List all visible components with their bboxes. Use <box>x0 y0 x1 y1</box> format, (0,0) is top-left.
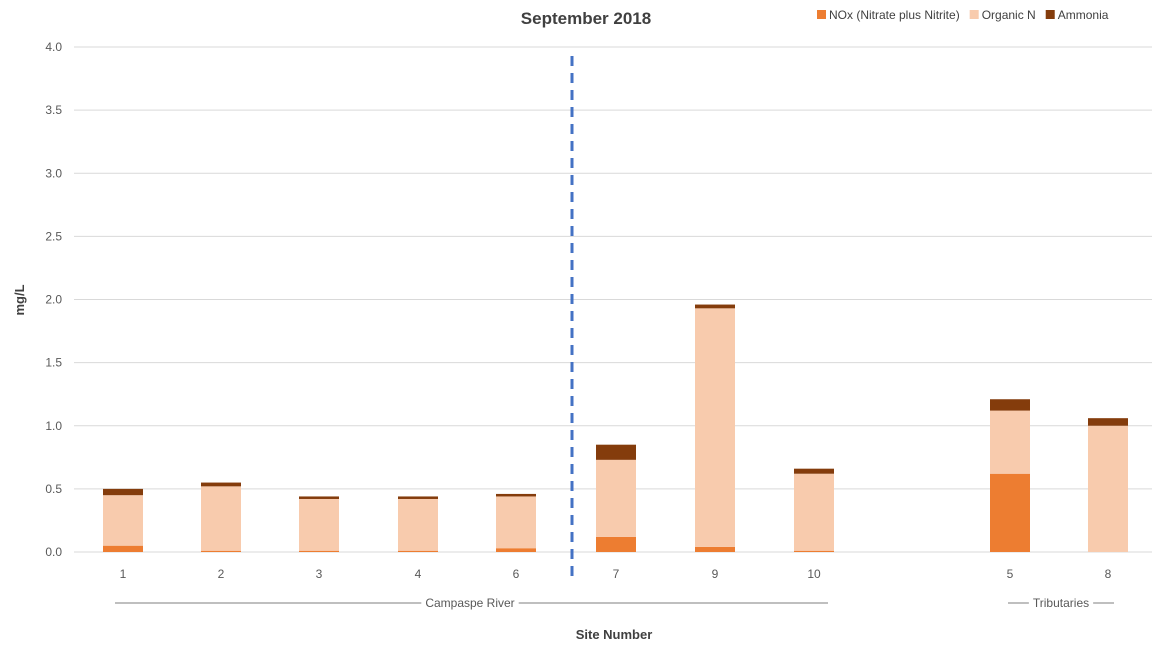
legend-swatch <box>969 10 979 19</box>
bar-segment <box>496 548 536 552</box>
x-tick-label: 9 <box>712 567 719 581</box>
x-axis-title: Site Number <box>576 627 653 642</box>
x-tick-label: 7 <box>613 567 620 581</box>
bars <box>103 304 1128 552</box>
bar-segment <box>596 536 636 552</box>
bar-segment <box>103 545 143 552</box>
y-tick-label: 3.5 <box>45 103 62 117</box>
legend: NOx (Nitrate plus Nitrite) Organic N Ammon… <box>817 8 1109 22</box>
bar-segment <box>299 550 339 552</box>
y-tick-label: 1.0 <box>45 419 62 433</box>
bar-segment <box>695 308 735 547</box>
legend-label: Ammonia <box>1058 8 1109 22</box>
y-axis-title: mg/L <box>12 284 27 315</box>
x-tick-label: 2 <box>218 567 225 581</box>
x-tick-label: 5 <box>1007 567 1014 581</box>
bar-segment <box>103 495 143 546</box>
bar-segment <box>496 493 536 497</box>
bar-segment <box>299 498 339 551</box>
bar-segment <box>794 473 834 551</box>
x-tick-label: 1 <box>120 567 127 581</box>
bar-segment <box>201 486 241 551</box>
bar-segment <box>990 399 1030 411</box>
bar-segment <box>201 482 241 487</box>
bar-segment <box>1088 418 1128 426</box>
bar-segment <box>398 550 438 552</box>
y-tick-label: 2.0 <box>45 293 62 307</box>
y-axis-ticks: 0.0 0.5 1.0 1.5 2.0 2.5 3.0 3.5 4.0 <box>45 40 62 559</box>
bar-segment <box>201 550 241 552</box>
group-labels: Campaspe River Tributaries <box>115 596 1114 610</box>
y-tick-label: 1.5 <box>45 356 62 370</box>
y-tick-label: 2.5 <box>45 229 62 243</box>
x-tick-label: 10 <box>807 567 821 581</box>
bar-segment <box>1088 425 1128 552</box>
legend-label: NOx (Nitrate plus Nitrite) <box>829 8 960 22</box>
group-label: Tributaries <box>1033 596 1089 610</box>
legend-label: Organic N <box>982 8 1036 22</box>
bar-segment <box>398 496 438 499</box>
bar-segment <box>990 473 1030 552</box>
bar-segment <box>695 546 735 552</box>
legend-swatch <box>817 10 826 19</box>
x-tick-label: 4 <box>415 567 422 581</box>
x-tick-label: 8 <box>1105 567 1112 581</box>
y-tick-label: 4.0 <box>45 40 62 54</box>
bar-segment <box>496 496 536 549</box>
x-tick-label: 6 <box>513 567 520 581</box>
bar-segment <box>596 444 636 460</box>
bar-segment <box>990 410 1030 474</box>
x-tick-label: 3 <box>316 567 323 581</box>
bar-segment <box>398 498 438 551</box>
y-tick-label: 0.0 <box>45 545 62 559</box>
y-tick-label: 3.0 <box>45 166 62 180</box>
group-label: Campaspe River <box>425 596 514 610</box>
bar-segment <box>103 488 143 496</box>
bar-segment <box>695 304 735 309</box>
chart-title: September 2018 <box>521 9 651 28</box>
bar-segment <box>596 459 636 537</box>
bar-segment <box>299 496 339 499</box>
legend-swatch <box>1045 10 1055 19</box>
y-tick-label: 0.5 <box>45 482 62 496</box>
bar-segment <box>794 468 834 474</box>
grid <box>74 46 1152 553</box>
bar-segment <box>794 550 834 552</box>
x-axis-ticks: 1 2 3 4 6 7 9 10 5 8 <box>120 567 1112 581</box>
